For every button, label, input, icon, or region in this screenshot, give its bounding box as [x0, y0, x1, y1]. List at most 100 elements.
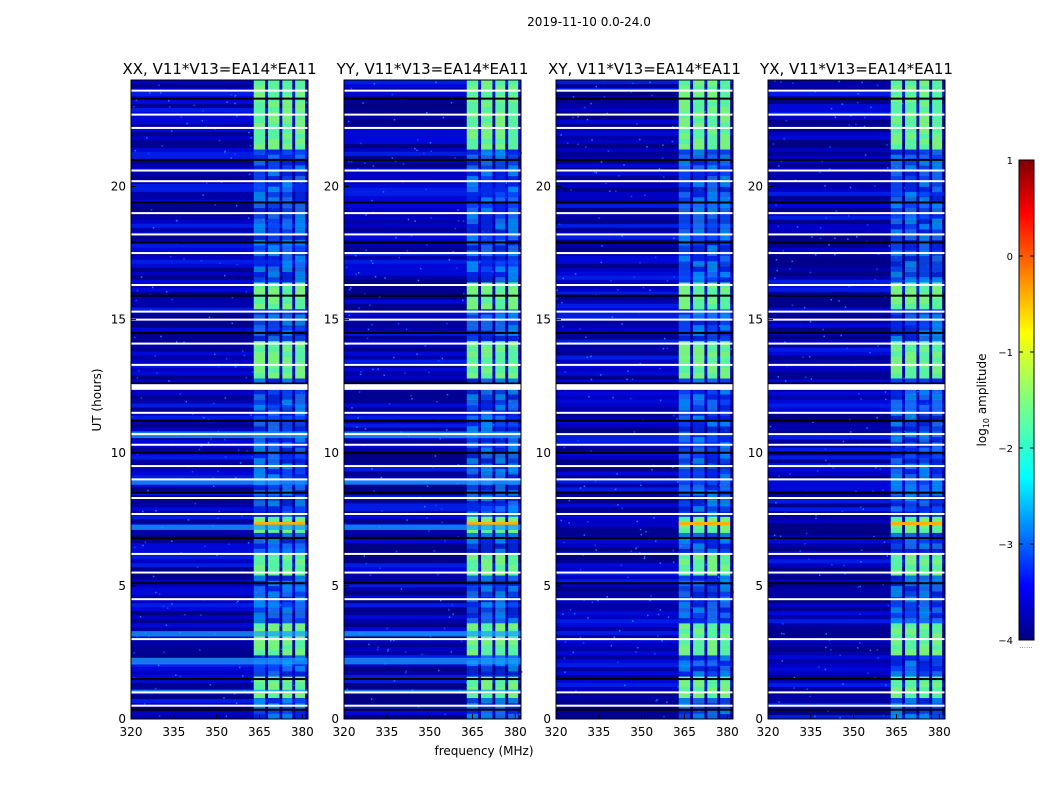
- band-cell: [707, 500, 718, 507]
- noise-row: [556, 575, 733, 580]
- speckle: [457, 464, 459, 466]
- band-cell: [495, 484, 506, 491]
- speckle: [859, 613, 861, 615]
- band-cell: [707, 181, 718, 187]
- band-cell: [508, 143, 519, 150]
- speckle: [859, 585, 861, 588]
- noise-row: [131, 507, 308, 512]
- noise-row: [131, 627, 308, 632]
- speckle: [517, 185, 520, 188]
- speckle: [882, 489, 884, 491]
- speckle: [888, 245, 891, 247]
- speckle: [584, 106, 586, 109]
- band-cell: [466, 388, 479, 395]
- noise-row: [344, 171, 521, 177]
- band-cell: [890, 404, 903, 411]
- speckle: [204, 545, 206, 548]
- band-cell: [890, 101, 903, 107]
- band-cell: [890, 553, 903, 560]
- noise-row: [131, 115, 308, 121]
- speckle: [657, 613, 660, 616]
- noise-row: [768, 527, 945, 532]
- band-cell: [466, 154, 479, 161]
- noise-row: [344, 675, 521, 680]
- noise-row: [556, 651, 733, 656]
- gap-row: [768, 331, 945, 334]
- band-cell: [693, 298, 705, 304]
- band-cell: [919, 394, 930, 400]
- hot-stripe: [890, 521, 943, 525]
- band-cell: [693, 532, 705, 539]
- band-cell: [919, 324, 930, 331]
- gap-row: [556, 233, 733, 236]
- band-cell: [932, 229, 943, 235]
- band-cell: [905, 479, 917, 485]
- band-cell: [890, 543, 903, 549]
- speckle: [776, 269, 778, 272]
- speckle: [615, 190, 617, 192]
- band-cell: [466, 218, 479, 225]
- band-cell: [481, 127, 493, 134]
- band-cell: [707, 261, 718, 267]
- band-cell: [905, 548, 917, 555]
- speckle: [659, 367, 661, 370]
- noise-row: [344, 395, 521, 400]
- axes-frame: [130, 79, 309, 720]
- band-cell: [481, 143, 493, 150]
- band-cell: [268, 80, 280, 86]
- band-cell: [678, 468, 691, 475]
- band-cell: [466, 564, 479, 571]
- speckle: [223, 438, 226, 441]
- band-cell: [466, 559, 479, 565]
- band-cell: [693, 191, 705, 198]
- speckle: [886, 167, 889, 169]
- speckle: [842, 440, 845, 443]
- speckle: [847, 238, 849, 240]
- band-cell: [508, 426, 519, 432]
- gap-row: [556, 704, 733, 707]
- panel-title: XY, V11*V13=EA14*EA11: [548, 60, 741, 78]
- band-cell: [268, 399, 280, 406]
- x-tick-label: 320: [545, 725, 568, 739]
- band-cell: [678, 303, 691, 310]
- y-tick-label: 10: [536, 446, 551, 460]
- noise-row: [768, 575, 945, 580]
- speckle: [384, 277, 386, 279]
- band-cell: [466, 207, 479, 214]
- speckle: [781, 660, 783, 662]
- noise-row: [344, 159, 521, 165]
- gap-row: [344, 201, 521, 204]
- band-cell: [495, 713, 506, 720]
- speckle: [233, 96, 236, 99]
- band-cell: [693, 356, 705, 363]
- band-cell: [253, 415, 266, 422]
- band-cell: [466, 101, 479, 107]
- speckle: [621, 507, 623, 509]
- speckle: [886, 555, 888, 557]
- band-cell: [932, 80, 943, 86]
- band-cell: [495, 649, 506, 656]
- band-cell: [720, 692, 731, 698]
- band-cell: [495, 394, 506, 400]
- speckle: [171, 298, 173, 301]
- speckle: [568, 499, 571, 502]
- noise-row: [131, 207, 308, 213]
- noise-row: [344, 391, 521, 396]
- band-cell: [268, 548, 280, 555]
- speckle: [388, 403, 391, 405]
- speckle: [139, 615, 142, 618]
- gap-row: [131, 552, 308, 555]
- band-cell: [905, 234, 917, 241]
- band-cell: [268, 708, 280, 714]
- band-cell: [508, 229, 519, 235]
- band-cell: [720, 356, 731, 363]
- band-cell: [508, 713, 519, 720]
- band-cell: [253, 447, 266, 454]
- noise-row: [556, 471, 733, 476]
- noise-row: [556, 187, 733, 193]
- band-cell: [932, 644, 943, 651]
- speckle: [704, 111, 707, 113]
- noise-row: [131, 99, 308, 105]
- band-cell: [905, 372, 917, 379]
